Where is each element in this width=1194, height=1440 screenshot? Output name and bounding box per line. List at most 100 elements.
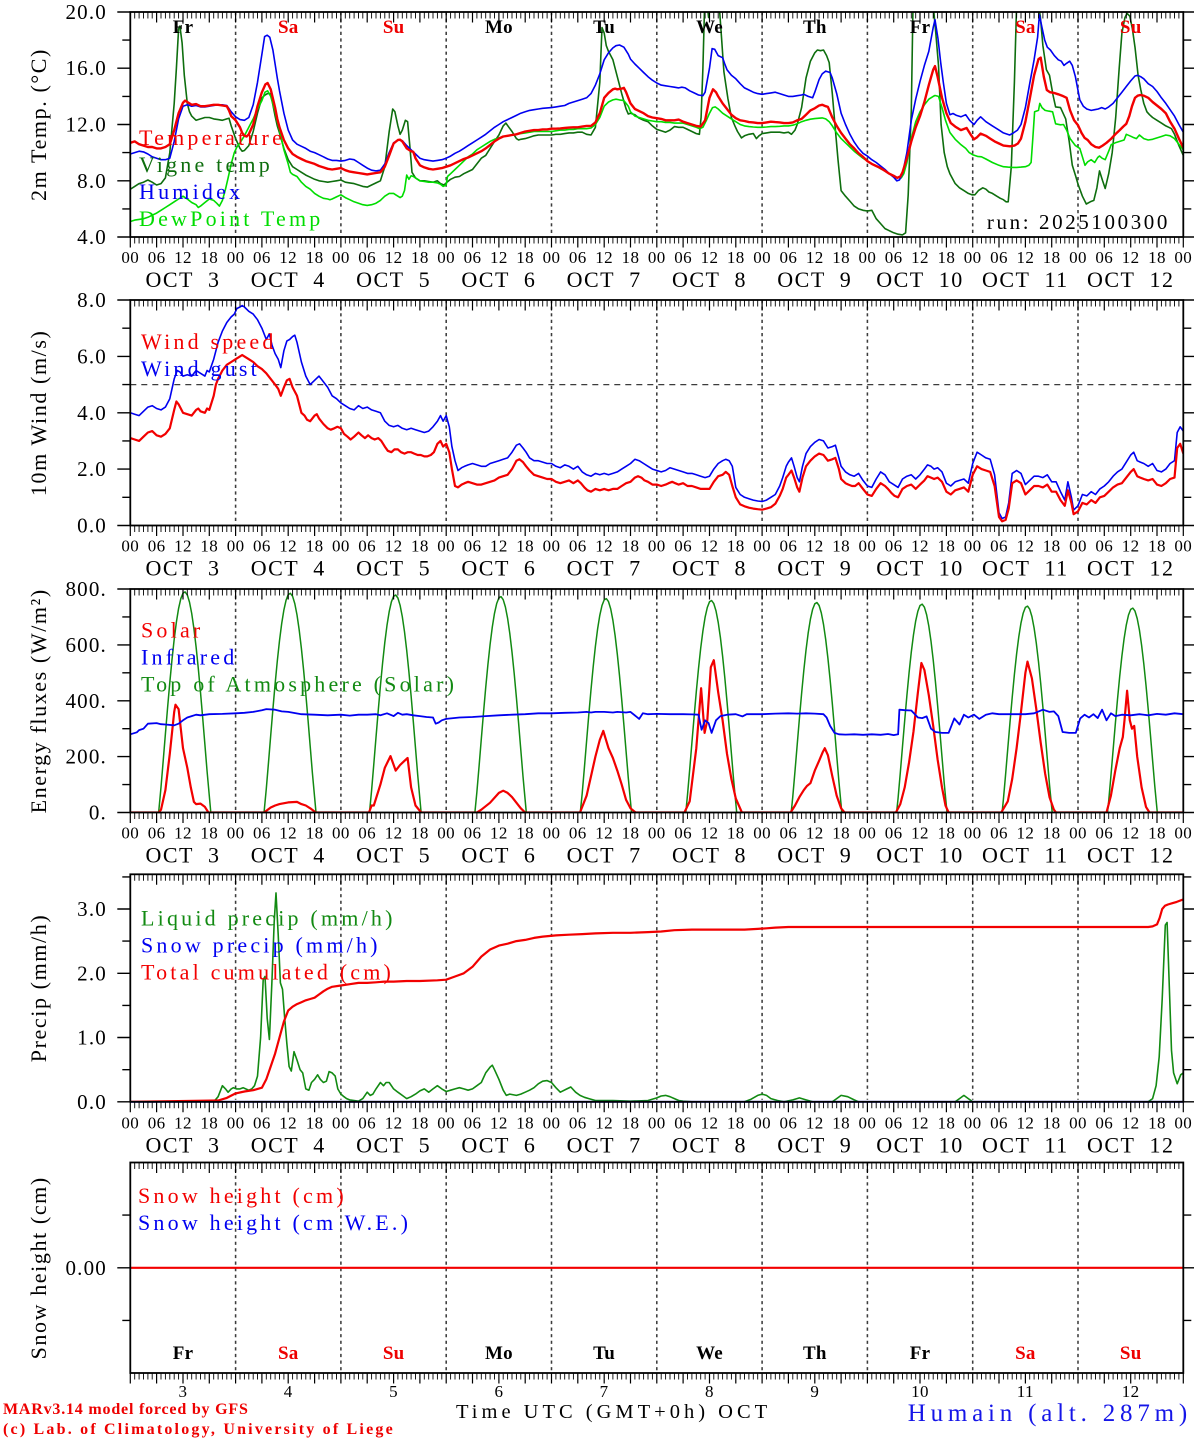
svg-text:12: 12 bbox=[490, 824, 508, 843]
svg-text:12: 12 bbox=[279, 537, 297, 556]
svg-text:00: 00 bbox=[648, 248, 666, 267]
svg-text:Solar: Solar bbox=[141, 618, 203, 643]
svg-text:Wind gust: Wind gust bbox=[141, 356, 260, 381]
svg-text:OCT 11: OCT 11 bbox=[982, 267, 1069, 292]
svg-text:00: 00 bbox=[1174, 537, 1192, 556]
svg-text:18: 18 bbox=[622, 1114, 640, 1133]
svg-text:OCT 4: OCT 4 bbox=[251, 1133, 326, 1158]
svg-text:Tu: Tu bbox=[593, 1343, 615, 1364]
svg-text:18: 18 bbox=[832, 1114, 850, 1133]
svg-text:00: 00 bbox=[437, 824, 455, 843]
svg-text:Su: Su bbox=[1120, 1343, 1142, 1364]
svg-text:06: 06 bbox=[253, 248, 271, 267]
svg-text:18: 18 bbox=[1043, 537, 1061, 556]
svg-text:Snow height (cm): Snow height (cm) bbox=[138, 1183, 347, 1208]
svg-text:18: 18 bbox=[1148, 248, 1166, 267]
svg-text:00: 00 bbox=[753, 248, 771, 267]
svg-text:Infrared: Infrared bbox=[141, 645, 237, 670]
svg-text:OCT 6: OCT 6 bbox=[461, 843, 536, 868]
svg-text:12: 12 bbox=[1122, 824, 1140, 843]
svg-text:16.0: 16.0 bbox=[65, 56, 107, 80]
svg-text:12: 12 bbox=[911, 1114, 929, 1133]
svg-text:18: 18 bbox=[622, 824, 640, 843]
svg-text:18: 18 bbox=[1148, 824, 1166, 843]
svg-text:MARv3.14 model forced by GFS: MARv3.14 model forced by GFS bbox=[3, 1401, 249, 1418]
svg-text:06: 06 bbox=[674, 824, 692, 843]
svg-text:18: 18 bbox=[516, 1114, 534, 1133]
svg-text:12: 12 bbox=[1016, 537, 1034, 556]
svg-text:12: 12 bbox=[1016, 1114, 1034, 1133]
svg-text:18: 18 bbox=[1043, 1114, 1061, 1133]
svg-text:00: 00 bbox=[121, 537, 139, 556]
svg-text:OCT 3: OCT 3 bbox=[146, 556, 221, 581]
svg-text:06: 06 bbox=[885, 824, 903, 843]
svg-text:12: 12 bbox=[701, 248, 719, 267]
svg-text:OCT 10: OCT 10 bbox=[876, 556, 964, 581]
svg-text:18: 18 bbox=[516, 537, 534, 556]
svg-text:12: 12 bbox=[701, 1114, 719, 1133]
svg-text:3.0: 3.0 bbox=[77, 897, 107, 921]
svg-text:Su: Su bbox=[1120, 17, 1142, 38]
svg-text:Time UTC (GMT+0h) OCT: Time UTC (GMT+0h) OCT bbox=[456, 1401, 771, 1423]
svg-text:00: 00 bbox=[543, 537, 561, 556]
svg-text:12: 12 bbox=[911, 824, 929, 843]
svg-text:10m Wind (m/s): 10m Wind (m/s) bbox=[26, 330, 51, 497]
svg-text:18: 18 bbox=[937, 248, 955, 267]
svg-text:06: 06 bbox=[990, 537, 1008, 556]
svg-text:We: We bbox=[696, 1343, 723, 1364]
svg-text:18: 18 bbox=[727, 537, 745, 556]
svg-text:OCT 9: OCT 9 bbox=[777, 1133, 852, 1158]
svg-text:00: 00 bbox=[437, 537, 455, 556]
svg-text:OCT 9: OCT 9 bbox=[777, 556, 852, 581]
svg-text:12: 12 bbox=[279, 248, 297, 267]
svg-text:12: 12 bbox=[806, 1114, 824, 1133]
svg-text:06: 06 bbox=[464, 1114, 482, 1133]
svg-text:12: 12 bbox=[1122, 1382, 1140, 1401]
svg-text:06: 06 bbox=[148, 248, 166, 267]
svg-text:06: 06 bbox=[148, 824, 166, 843]
svg-text:4.0: 4.0 bbox=[77, 225, 107, 249]
svg-text:00: 00 bbox=[437, 248, 455, 267]
svg-text:06: 06 bbox=[885, 1114, 903, 1133]
svg-text:00: 00 bbox=[543, 1114, 561, 1133]
svg-text:OCT 8: OCT 8 bbox=[672, 843, 747, 868]
svg-text:Liquid precip (mm/h): Liquid precip (mm/h) bbox=[141, 906, 396, 931]
svg-text:OCT 11: OCT 11 bbox=[982, 843, 1069, 868]
svg-text:12: 12 bbox=[385, 824, 403, 843]
svg-text:00: 00 bbox=[121, 248, 139, 267]
svg-text:12: 12 bbox=[1122, 1114, 1140, 1133]
svg-text:18: 18 bbox=[411, 248, 429, 267]
svg-text:00: 00 bbox=[964, 537, 982, 556]
svg-text:18: 18 bbox=[832, 824, 850, 843]
svg-text:00: 00 bbox=[227, 1114, 245, 1133]
svg-text:18: 18 bbox=[937, 1114, 955, 1133]
svg-text:00: 00 bbox=[121, 1114, 139, 1133]
svg-text:12: 12 bbox=[490, 1114, 508, 1133]
svg-text:18: 18 bbox=[411, 1114, 429, 1133]
svg-text:Sa: Sa bbox=[1015, 17, 1036, 38]
svg-text:00: 00 bbox=[753, 537, 771, 556]
svg-text:00: 00 bbox=[648, 824, 666, 843]
svg-text:OCT 8: OCT 8 bbox=[672, 1133, 747, 1158]
svg-text:00: 00 bbox=[437, 1114, 455, 1133]
svg-text:00: 00 bbox=[648, 1114, 666, 1133]
svg-text:OCT 5: OCT 5 bbox=[356, 1133, 431, 1158]
svg-text:OCT 11: OCT 11 bbox=[982, 556, 1069, 581]
svg-text:06: 06 bbox=[674, 248, 692, 267]
svg-text:18: 18 bbox=[727, 1114, 745, 1133]
svg-text:5: 5 bbox=[389, 1382, 398, 1401]
svg-text:00: 00 bbox=[753, 1114, 771, 1133]
svg-text:(c) Lab. of Climatology, Unive: (c) Lab. of Climatology, University of L… bbox=[3, 1421, 395, 1438]
svg-text:06: 06 bbox=[1095, 1114, 1113, 1133]
svg-text:Sa: Sa bbox=[278, 17, 299, 38]
svg-text:Wind speed: Wind speed bbox=[141, 329, 277, 354]
svg-text:Humain (alt. 287m): Humain (alt. 287m) bbox=[908, 1400, 1192, 1427]
svg-text:00: 00 bbox=[1069, 537, 1087, 556]
svg-text:Snow height (cm W.E.): Snow height (cm W.E.) bbox=[138, 1210, 411, 1235]
svg-text:12: 12 bbox=[595, 1114, 613, 1133]
svg-text:06: 06 bbox=[358, 824, 376, 843]
svg-text:Th: Th bbox=[803, 17, 827, 38]
svg-text:00: 00 bbox=[648, 537, 666, 556]
svg-text:0.0: 0.0 bbox=[77, 1090, 107, 1114]
svg-text:00: 00 bbox=[227, 248, 245, 267]
